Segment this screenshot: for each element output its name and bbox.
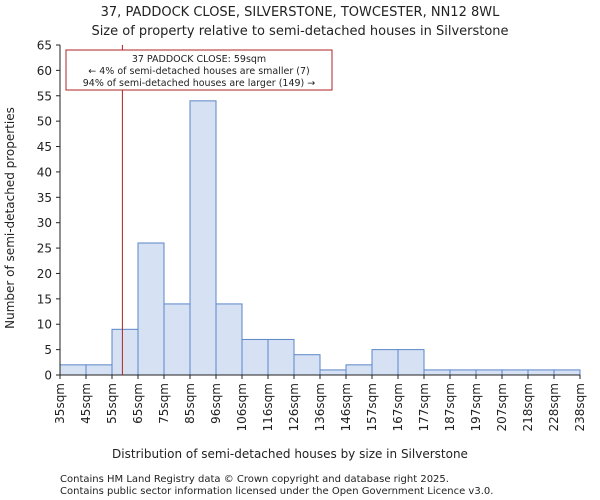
x-tick-label: 116sqm [261,383,275,431]
chart-title: 37, PADDOCK CLOSE, SILVERSTONE, TOWCESTE… [101,5,500,20]
bars-group [59,100,581,376]
x-tick-label: 177sqm [417,383,431,431]
bar [423,369,451,376]
bar [449,369,477,376]
x-tick-label: 218sqm [521,383,535,431]
x-tick-label: 75sqm [157,383,171,424]
y-tick-label: 65 [37,39,52,53]
x-axis-label: Distribution of semi-detached houses by … [112,447,468,461]
y-tick-label: 35 [37,191,52,205]
x-tick-label: 55sqm [105,383,119,424]
y-axis-ticks: 0 5 10 15 20 25 30 35 40 45 50 55 60 65 [37,39,60,383]
annotation-title: 37 PADDOCK CLOSE: 59sqm [132,54,266,65]
footer-line-1: Contains HM Land Registry data © Crown c… [60,474,449,485]
chart-subtitle: Size of property relative to semi-detach… [91,24,508,39]
bar [163,303,191,376]
y-tick-label: 55 [37,89,52,103]
x-tick-label: 45sqm [79,383,93,424]
x-tick-label: 65sqm [131,383,145,424]
y-tick-label: 30 [37,216,52,230]
bar [397,349,425,376]
bar [293,354,321,376]
x-tick-label: 197sqm [469,383,483,431]
y-tick-label: 45 [37,140,52,154]
x-tick-label: 126sqm [287,383,301,431]
x-tick-label: 85sqm [183,383,197,424]
bar [189,100,217,376]
x-tick-label: 238sqm [573,383,587,431]
bar [267,338,295,376]
bar [111,328,139,376]
y-tick-label: 5 [44,343,52,357]
x-axis-ticks: 35sqm 45sqm 55sqm 65sqm 75sqm 85sqm 96sqm 106sq… [53,375,587,431]
x-tick-label: 167sqm [391,383,405,431]
y-axis-label: Number of semi-detached properties [3,107,17,329]
x-tick-label: 35sqm [53,383,67,424]
y-tick-label: 0 [44,369,52,383]
bar [553,369,581,376]
x-tick-label: 207sqm [495,383,509,431]
bar [475,369,503,376]
x-tick-label: 146sqm [339,383,353,431]
y-tick-label: 60 [37,64,52,78]
bar [85,364,113,376]
annotation-larger: 94% of semi-detached houses are larger (… [83,78,316,89]
bar [501,369,529,376]
bar [527,369,555,376]
bar [371,349,399,376]
footer-line-2: Contains public sector information licen… [60,486,493,497]
x-tick-label: 157sqm [365,383,379,431]
x-tick-label: 136sqm [313,383,327,431]
x-tick-label: 187sqm [443,383,457,431]
y-tick-label: 40 [37,165,52,179]
y-tick-label: 25 [37,242,52,256]
bar [345,364,373,376]
bar [319,369,347,376]
annotation-smaller: ← 4% of semi-detached houses are smaller… [88,66,309,77]
x-tick-label: 106sqm [235,383,249,431]
y-tick-label: 20 [37,267,52,281]
annotation-box [65,49,333,91]
y-tick-label: 10 [37,318,52,332]
y-tick-label: 50 [37,115,52,129]
x-tick-label: 228sqm [547,383,561,431]
bar [59,364,87,376]
bar [241,338,269,376]
bar [137,242,165,376]
bar [215,303,243,376]
x-tick-label: 96sqm [209,383,223,424]
y-tick-label: 15 [37,292,52,306]
